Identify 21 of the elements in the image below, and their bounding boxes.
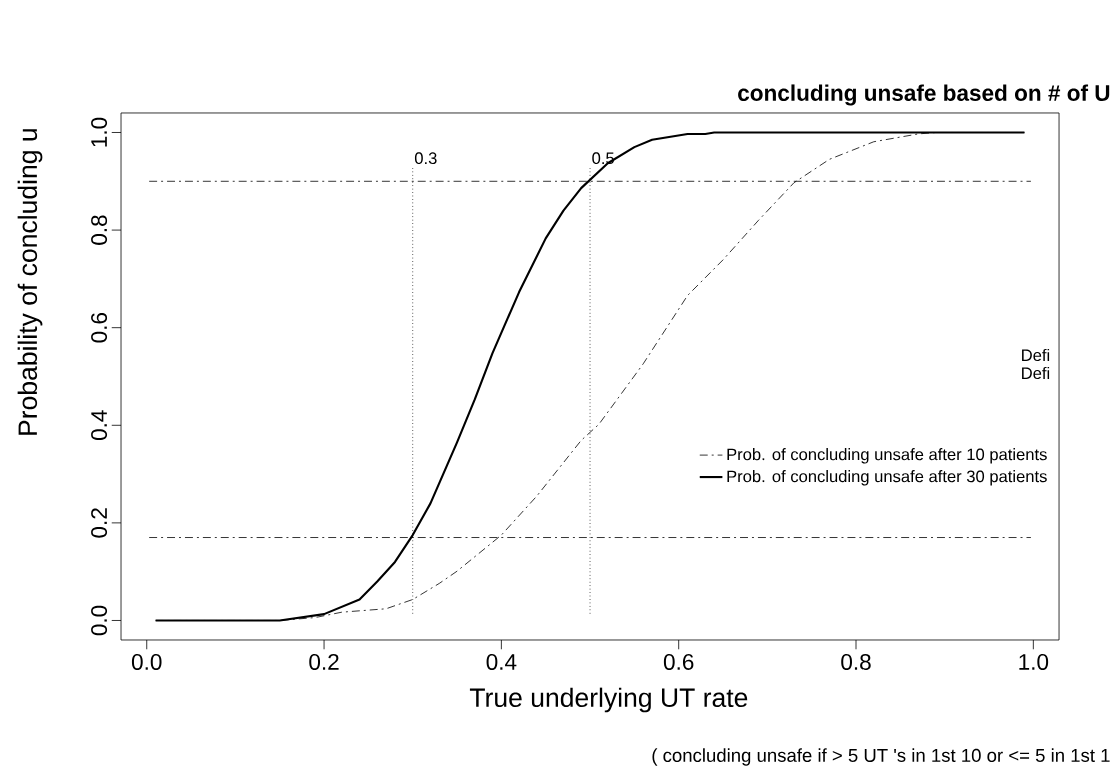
- legend-label: Prob. of concluding unsafe after 10 patients: [727, 448, 1047, 464]
- y-tick-label: 0.2: [91, 508, 108, 538]
- x-axis-title: True underlying UT rate: [469, 687, 748, 713]
- x-tick-label: 1.0: [1019, 653, 1049, 670]
- y-tick-label: 0.0: [91, 605, 108, 636]
- y-axis-title: Probability of concluding u: [17, 129, 43, 435]
- x-tick-label: 0.6: [663, 653, 694, 670]
- x-tick-label: 0.0: [131, 653, 162, 670]
- y-tick-label: 0.8: [91, 215, 108, 245]
- annotation: Defi: [1022, 366, 1050, 380]
- y-tick-label: 0.6: [91, 313, 108, 343]
- ref-line-label: 0.3: [414, 152, 437, 165]
- legend-label: Prob. of concluding unsafe after 30 patients: [727, 470, 1047, 486]
- x-tick-label: 0.4: [486, 653, 517, 670]
- annotation: Defi: [1022, 348, 1050, 362]
- chart-title: concluding unsafe based on # of U: [738, 84, 1110, 106]
- x-tick-label: 0.2: [309, 653, 339, 670]
- x-tick-label: 0.8: [841, 653, 871, 670]
- y-tick-label: 0.4: [91, 410, 108, 441]
- y-tick-label: 1.0: [91, 117, 108, 147]
- text: ( concluding unsafe if > 5 UT 's in 1st 10 or <= 5 in 1st 1: [652, 748, 1110, 766]
